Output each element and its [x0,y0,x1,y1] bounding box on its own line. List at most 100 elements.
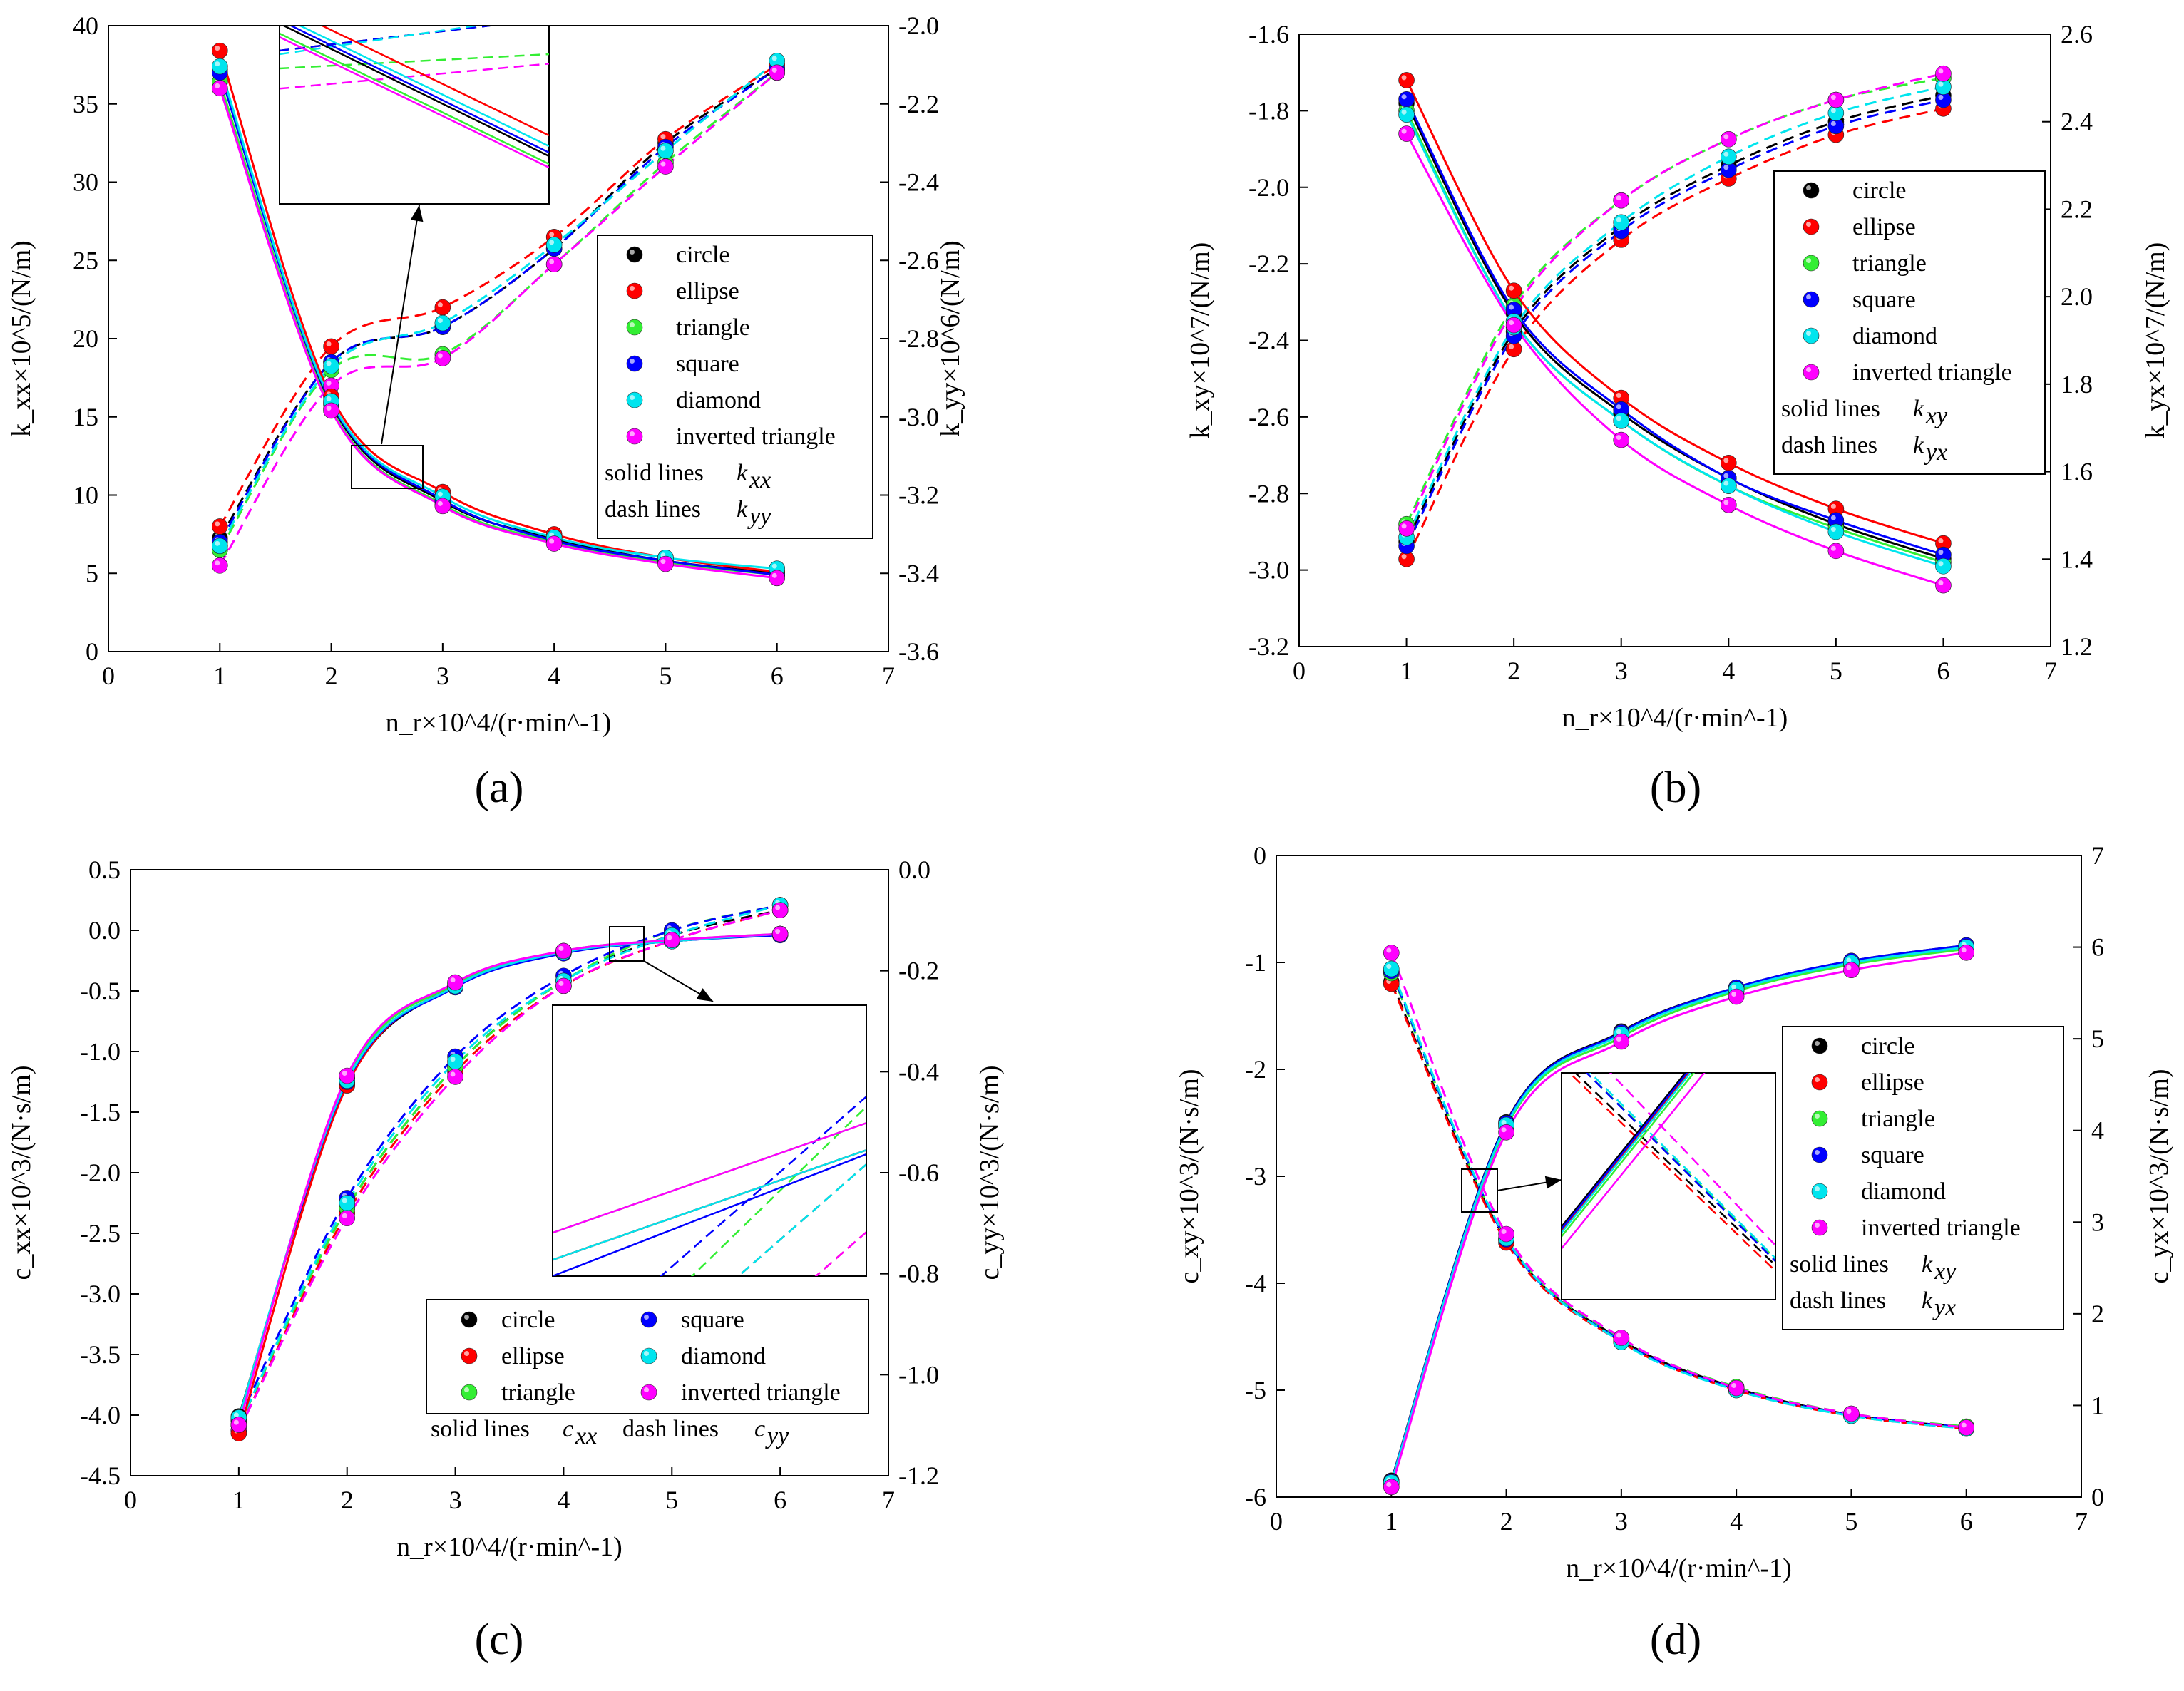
point-inverted-triangle-highlight [1961,947,1967,953]
legend-entry-circle: circle [1852,178,1907,204]
legend-entry-square: square [1861,1142,1924,1168]
point-inverted-triangle [230,1417,247,1433]
x-tick-label: 1 [1385,1507,1398,1536]
point-inverted-triangle [1935,577,1952,594]
y-tick-label: -6 [1245,1483,1266,1511]
y-tick-label: -2 [1245,1055,1266,1084]
point-inverted-triangle-highlight [1501,1127,1507,1133]
y2-axis-label: c_yx×10^3/(N·s/m) [2144,1069,2174,1284]
point-diamond [1383,960,1400,977]
x-tick-label: 3 [449,1486,462,1514]
point-diamond [1613,214,1630,231]
point-diamond-highlight [233,1412,239,1418]
point-diamond [1720,148,1737,165]
point-ellipse [211,518,228,535]
point-ellipse-highlight [1401,75,1407,81]
y-tick-label: -2.0 [80,1158,121,1187]
y2-axis-label: k_yx×10^7/(N/m) [2141,242,2170,439]
point-inverted-triangle [1398,520,1415,537]
point-diamond [1398,106,1415,123]
x-tick-label: 1 [213,662,226,690]
point-diamond-highlight [342,1198,347,1203]
point-inverted-triangle-highlight [1509,320,1514,326]
point-square-highlight [1616,404,1621,410]
point-inverted-triangle [447,974,463,991]
y-tick-label: 15 [73,403,98,431]
inset-solid-inverted-triangle [1562,1073,1706,1250]
point-inverted-triangle [1498,1225,1514,1243]
legend-entry-ellipse: ellipse [501,1343,565,1369]
point-inverted-triangle [339,1210,356,1227]
legend-dash-symbol: k [1922,1287,1933,1314]
x-tick-label: 0 [1270,1507,1283,1536]
legend-dash-subscript: yy [747,503,771,530]
point-inverted-triangle [1613,192,1630,209]
x-axis-label: n_r×10^4/(r·min^-1) [396,1532,622,1562]
y2-axis-label: k_yy×10^6/(N/m) [935,240,965,437]
point-inverted-triangle [769,570,786,587]
y-tick-label: -3.5 [80,1340,121,1369]
y-tick-label: -2.2 [1249,250,1289,278]
point-inverted-triangle [1720,130,1737,148]
panel-label: (a) [475,764,524,812]
legend-marker-circle-highlight [1815,1041,1820,1046]
inset-dash-inverted-triangle [1609,1073,1775,1246]
y2-tick-label: -3.2 [898,481,939,510]
legend-marker-triangle [1803,255,1820,272]
point-inverted-triangle [663,932,680,948]
legend-entry-diamond: diamond [1861,1178,1946,1205]
panel-d: 0 1 2 3 4 5 6 7 -6 -5 -4 -3 -2 -1 0 0 1 2 3 4 5 6 7 n_r×10^4/(r… [1174,841,2174,1664]
legend-marker-diamond-highlight [1815,1186,1820,1191]
y-tick-label: 40 [73,11,98,40]
point-inverted-triangle-highlight [1616,435,1621,441]
x-tick-label: 1 [1400,657,1413,685]
legend-solid-label: solid lines [605,460,704,486]
inset-dash-inverted-triangle [280,63,549,90]
series-group [211,42,786,587]
y-tick-label: -3.2 [1249,632,1289,661]
x-tick-label: 7 [882,1486,895,1514]
point-inverted-triangle [1843,962,1860,979]
point-inverted-triangle-highlight [775,905,781,910]
point-inverted-triangle [1613,1330,1630,1346]
legend-marker-circle-highlight [464,1315,469,1320]
point-inverted-triangle-highlight [450,1071,456,1077]
point-inverted-triangle [545,535,563,552]
point-diamond-highlight [1616,416,1621,421]
y2-tick-label: 1.2 [2061,632,2093,661]
point-inverted-triangle [657,555,674,572]
point-inverted-triangle [1728,1379,1745,1397]
zoom-arrow-line [381,205,420,445]
x-tick-label: 4 [1730,1507,1743,1536]
x-tick-label: 2 [341,1486,354,1514]
point-diamond-highlight [660,145,666,151]
dash-line-ellipse [219,63,778,528]
point-ellipse-highlight [1830,503,1836,509]
y-tick-label: 25 [73,246,98,274]
point-ellipse-highlight [549,232,555,237]
dash-line-inverted-triangle [1405,72,1944,529]
legend-marker-diamond [1811,1183,1828,1200]
legend: circle ellipse triangle square diamond invert… [426,1299,869,1449]
y2-tick-label: 3 [2091,1208,2104,1236]
inset-zoom [1461,1072,1776,1300]
inset-lines [280,26,549,169]
point-inverted-triangle-highlight [775,929,781,935]
legend-marker-inverted-triangle [640,1384,657,1401]
legend-dash-symbol: k [737,496,748,523]
x-tick-label: 3 [1615,1507,1628,1536]
inset-solid-triangle [280,32,549,165]
point-inverted-triangle-highlight [1616,1332,1621,1338]
legend-marker-triangle [461,1384,478,1401]
legend-entry-triangle: triangle [501,1379,575,1406]
point-diamond [434,314,451,331]
y2-tick-label: 1.8 [2061,370,2093,399]
y2-tick-label: -0.8 [898,1260,939,1288]
point-diamond-highlight [437,318,443,324]
point-diamond-highlight [1386,964,1392,969]
x-tick-label: 1 [232,1486,245,1514]
point-inverted-triangle-highlight [1731,992,1737,997]
point-square [1398,91,1415,108]
y-tick-label: -2.6 [1249,403,1289,431]
inset-solid-square [1562,1073,1688,1230]
